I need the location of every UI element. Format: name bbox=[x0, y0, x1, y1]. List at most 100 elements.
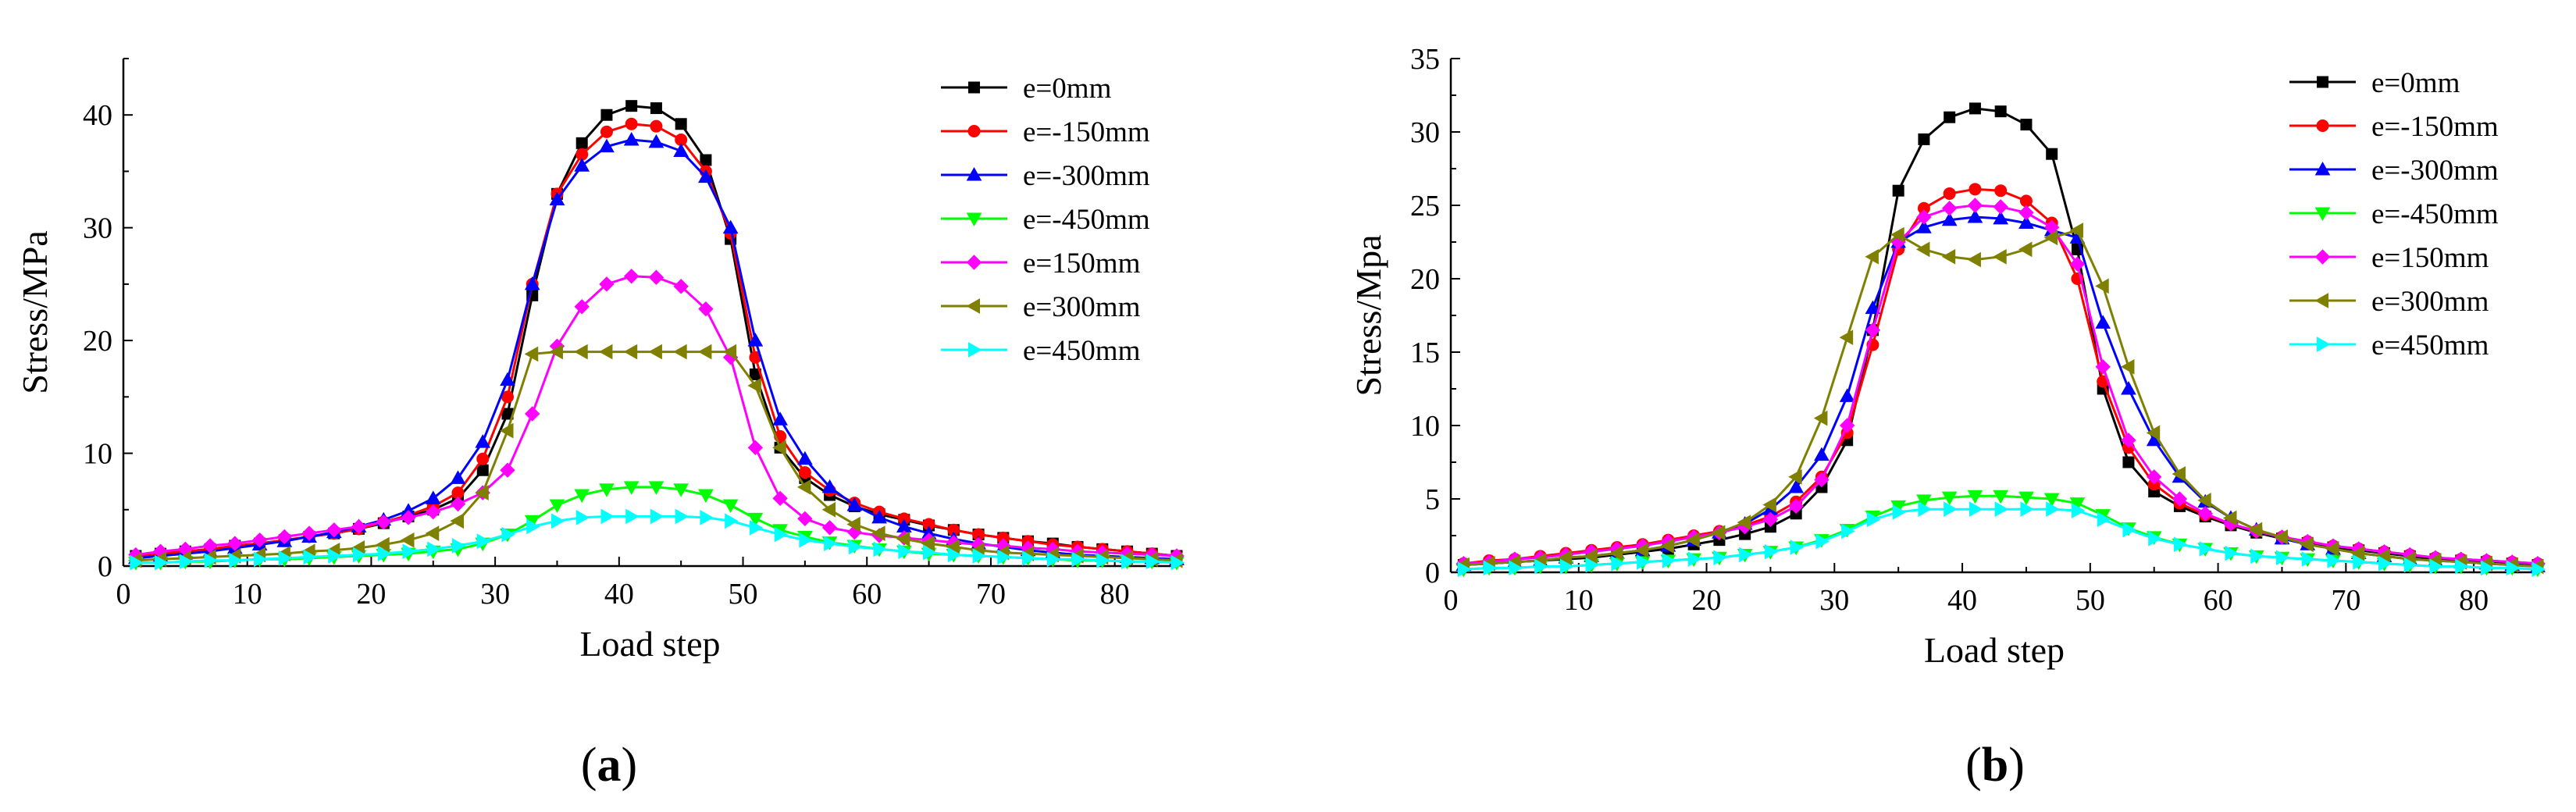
legend-label: e=0mm bbox=[1023, 73, 1112, 105]
data-point bbox=[698, 489, 714, 504]
data-point bbox=[675, 508, 689, 525]
data-point bbox=[625, 508, 640, 525]
data-point bbox=[1865, 300, 1881, 315]
data-point bbox=[2199, 541, 2214, 557]
data-point bbox=[2121, 433, 2136, 448]
data-point bbox=[1788, 498, 1804, 515]
panel-label-a: (a) bbox=[581, 739, 637, 792]
data-point bbox=[846, 497, 863, 511]
legend-label: e=-450mm bbox=[1023, 204, 1150, 236]
data-point bbox=[254, 551, 268, 568]
data-point bbox=[377, 546, 392, 561]
data-point bbox=[2018, 491, 2034, 506]
data-point bbox=[821, 520, 838, 536]
data-point bbox=[673, 483, 689, 497]
data-point bbox=[2301, 551, 2316, 567]
data-point bbox=[749, 520, 764, 536]
y-tick-label: 30 bbox=[1410, 116, 1440, 149]
data-point bbox=[675, 118, 687, 130]
data-point bbox=[425, 490, 441, 504]
data-point bbox=[1790, 540, 1805, 555]
x-tick-label: 60 bbox=[2204, 584, 2233, 617]
data-point bbox=[2019, 194, 2033, 208]
data-point bbox=[2121, 380, 2136, 395]
y-tick-label: 40 bbox=[83, 99, 112, 132]
series-line bbox=[1463, 229, 2539, 568]
legend-marker bbox=[2317, 337, 2331, 352]
data-point bbox=[1814, 447, 1830, 461]
data-point bbox=[1762, 497, 1776, 513]
data-point bbox=[1941, 248, 1956, 265]
data-point bbox=[625, 117, 638, 130]
data-point bbox=[648, 269, 664, 285]
data-point bbox=[2046, 148, 2058, 160]
data-point bbox=[1892, 184, 1904, 197]
data-point bbox=[2122, 522, 2136, 538]
data-point bbox=[648, 134, 664, 148]
data-point bbox=[1918, 133, 1930, 145]
data-point bbox=[747, 440, 764, 456]
data-point bbox=[450, 496, 466, 512]
y-tick-label: 20 bbox=[83, 325, 112, 358]
data-point bbox=[1916, 209, 1932, 225]
data-point bbox=[600, 508, 615, 525]
data-point bbox=[1762, 511, 1779, 528]
data-point bbox=[1634, 542, 1649, 558]
data-point bbox=[1483, 560, 1498, 576]
data-point bbox=[452, 538, 466, 554]
data-point bbox=[1916, 494, 1932, 508]
data-point bbox=[328, 548, 342, 564]
data-point bbox=[921, 536, 935, 551]
data-point bbox=[2378, 555, 2393, 572]
data-point bbox=[2429, 558, 2444, 575]
data-point bbox=[526, 518, 540, 535]
y-tick-label: 30 bbox=[83, 212, 112, 245]
data-point bbox=[797, 511, 813, 527]
data-point bbox=[2069, 497, 2086, 511]
data-point bbox=[450, 513, 465, 529]
data-point bbox=[2275, 550, 2290, 566]
data-point bbox=[1967, 490, 1983, 504]
data-point bbox=[797, 451, 813, 465]
legend-marker bbox=[2314, 293, 2328, 308]
data-point bbox=[673, 344, 687, 360]
data-point bbox=[229, 552, 243, 568]
data-point bbox=[2225, 545, 2239, 561]
legend-marker bbox=[967, 125, 981, 137]
data-point bbox=[673, 143, 689, 157]
data-point bbox=[796, 479, 811, 495]
legend-label: e=450mm bbox=[1023, 335, 1141, 367]
legend-marker bbox=[968, 81, 980, 94]
legend-label: e=-150mm bbox=[1023, 116, 1150, 148]
series-line bbox=[1463, 508, 2539, 571]
data-point bbox=[574, 344, 588, 360]
data-point bbox=[524, 346, 539, 362]
data-point bbox=[278, 550, 293, 566]
data-point bbox=[1022, 550, 1036, 566]
data-point bbox=[575, 510, 590, 525]
data-point bbox=[772, 490, 788, 507]
data-point bbox=[1994, 105, 2007, 118]
data-point bbox=[2148, 530, 2162, 547]
data-point bbox=[1170, 554, 1185, 571]
y-tick-label: 5 bbox=[1425, 483, 1440, 516]
data-point bbox=[1993, 199, 2008, 215]
data-point bbox=[798, 466, 811, 479]
data-point bbox=[599, 483, 615, 497]
data-point bbox=[598, 344, 613, 360]
data-point bbox=[2197, 493, 2211, 508]
data-point bbox=[923, 544, 937, 561]
y-tick-label: 20 bbox=[1410, 263, 1440, 296]
data-point bbox=[1815, 533, 1830, 550]
x-tick-label: 30 bbox=[1819, 584, 1849, 617]
data-point bbox=[1739, 547, 1753, 563]
data-point bbox=[476, 464, 489, 476]
data-point bbox=[871, 509, 887, 524]
data-point bbox=[722, 499, 739, 514]
y-tick-label: 0 bbox=[98, 550, 112, 583]
data-point bbox=[1839, 418, 1855, 433]
data-point bbox=[501, 526, 516, 543]
data-point bbox=[303, 549, 318, 565]
data-point bbox=[1967, 251, 1981, 268]
data-point bbox=[376, 514, 391, 530]
